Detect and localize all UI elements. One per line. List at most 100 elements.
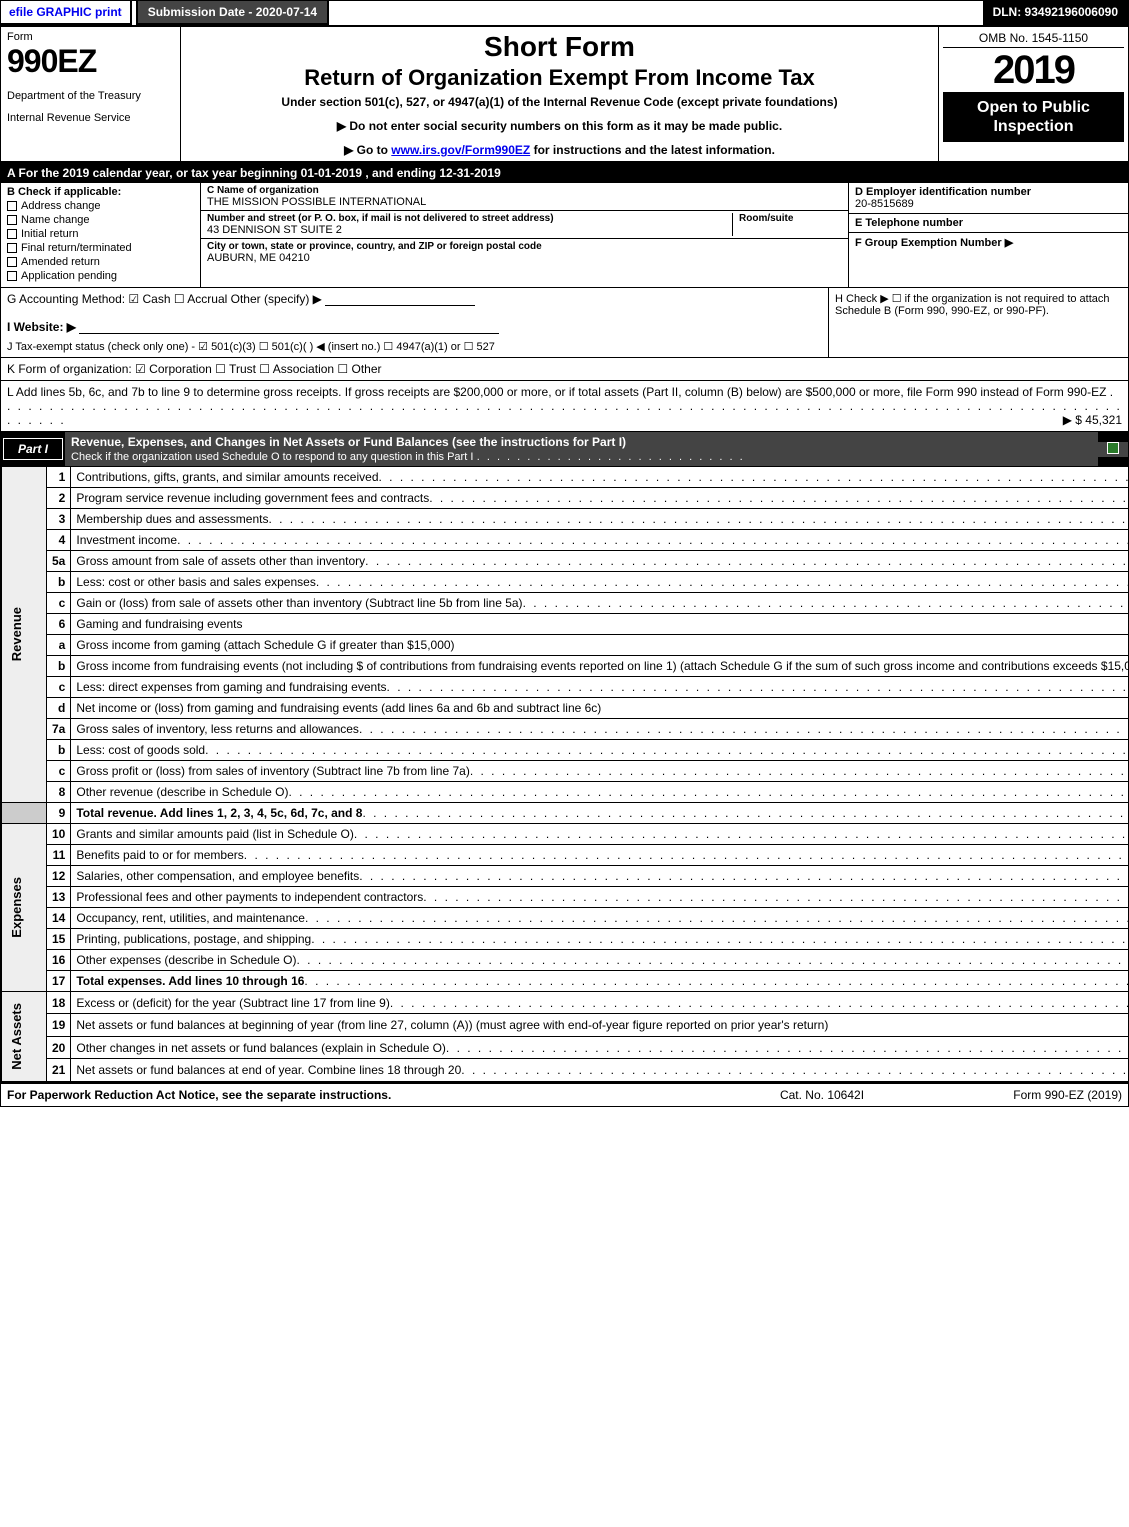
desc-4: Investment income	[76, 533, 177, 547]
chk-address-change[interactable]: Address change	[7, 200, 194, 212]
ln-5a: 5a	[47, 551, 71, 572]
part-1-title: Revenue, Expenses, and Changes in Net As…	[65, 432, 1098, 466]
ln-14: 14	[47, 908, 71, 929]
form-title: Return of Organization Exempt From Incom…	[187, 65, 932, 91]
short-form-title: Short Form	[187, 31, 932, 63]
dept-irs: Internal Revenue Service	[7, 112, 174, 124]
street-address: 43 DENNISON ST SUITE 2	[207, 224, 732, 236]
ln-6c: c	[47, 677, 71, 698]
city-label: City or town, state or province, country…	[207, 241, 842, 252]
ln-8: 8	[47, 782, 71, 803]
chk-initial-return[interactable]: Initial return	[7, 228, 194, 240]
desc-15: Printing, publications, postage, and shi…	[76, 932, 311, 946]
desc-6d: Net income or (loss) from gaming and fun…	[76, 701, 601, 715]
line-l-gross-receipts: L Add lines 5b, 6c, and 7b to line 9 to …	[1, 381, 1128, 432]
entity-block: B Check if applicable: Address change Na…	[1, 183, 1128, 288]
ln-5b: b	[47, 572, 71, 593]
under-section: Under section 501(c), 527, or 4947(a)(1)…	[187, 95, 932, 109]
ln-3: 3	[47, 509, 71, 530]
ln-9: 9	[47, 803, 71, 824]
goto-post: for instructions and the latest informat…	[530, 143, 775, 157]
desc-13: Professional fees and other payments to …	[76, 890, 423, 904]
desc-6c: Less: direct expenses from gaming and fu…	[76, 680, 386, 694]
page-footer: For Paperwork Reduction Act Notice, see …	[1, 1082, 1128, 1106]
ln-19: 19	[47, 1014, 71, 1036]
desc-17: Total expenses. Add lines 10 through 16	[76, 974, 304, 988]
org-name: THE MISSION POSSIBLE INTERNATIONAL	[207, 196, 842, 208]
header-center: Short Form Return of Organization Exempt…	[181, 27, 938, 161]
part-1-check[interactable]	[1098, 442, 1128, 457]
desc-6a: Gross income from gaming (attach Schedul…	[76, 638, 454, 652]
ln-20: 20	[47, 1036, 71, 1058]
ln-2: 2	[47, 488, 71, 509]
goto-pre: ▶ Go to	[344, 143, 391, 157]
desc-10: Grants and similar amounts paid (list in…	[76, 827, 353, 841]
f-group-label: F Group Exemption Number ▶	[855, 236, 1122, 249]
lines-table: Revenue 1 Contributions, gifts, grants, …	[1, 466, 1129, 1082]
ln-5c: c	[47, 593, 71, 614]
ln-10: 10	[47, 824, 71, 845]
chk-application-pending[interactable]: Application pending	[7, 270, 194, 282]
ln-15: 15	[47, 929, 71, 950]
line-g-accounting: G Accounting Method: ☑ Cash ☐ Accrual Ot…	[1, 288, 828, 357]
line-k-form-org: K Form of organization: ☑ Corporation ☐ …	[1, 358, 1128, 381]
irs-link[interactable]: www.irs.gov/Form990EZ	[391, 143, 530, 157]
ln-6a: a	[47, 635, 71, 656]
ln-1: 1	[47, 467, 71, 488]
ln-18: 18	[47, 992, 71, 1014]
header-left: Form 990EZ Department of the Treasury In…	[1, 27, 181, 161]
section-c-name-address: C Name of organization THE MISSION POSSI…	[201, 183, 848, 287]
line-l-text: L Add lines 5b, 6c, and 7b to line 9 to …	[7, 385, 1106, 399]
chk-final-return[interactable]: Final return/terminated	[7, 242, 194, 254]
desc-8: Other revenue (describe in Schedule O)	[76, 785, 288, 799]
desc-16: Other expenses (describe in Schedule O)	[76, 953, 296, 967]
ln-13: 13	[47, 887, 71, 908]
part-1-tag: Part I	[3, 438, 63, 460]
c-name-label: C Name of organization	[207, 185, 842, 196]
tax-year: 2019	[943, 48, 1124, 92]
desc-6b: Gross income from fundraising events (no…	[71, 656, 1129, 677]
ln-7c: c	[47, 761, 71, 782]
vtab-net-assets: Net Assets	[2, 992, 47, 1082]
ln-6b: b	[47, 656, 71, 677]
ln-6: 6	[47, 614, 71, 635]
dln-label: DLN: 93492196006090	[983, 1, 1128, 25]
vtab-expenses: Expenses	[2, 824, 47, 992]
part-1-header: Part I Revenue, Expenses, and Changes in…	[1, 432, 1128, 466]
ln-7a: 7a	[47, 719, 71, 740]
ln-4: 4	[47, 530, 71, 551]
header-right: OMB No. 1545-1150 2019 Open to Public In…	[938, 27, 1128, 161]
ln-17: 17	[47, 971, 71, 992]
d-ein-label: D Employer identification number	[855, 186, 1122, 198]
room-label: Room/suite	[739, 213, 842, 224]
ln-21: 21	[47, 1059, 71, 1081]
ssn-note: ▶ Do not enter social security numbers o…	[187, 119, 932, 133]
line-l-amount: ▶ $ 45,321	[1063, 413, 1122, 427]
desc-9: Total revenue. Add lines 1, 2, 3, 4, 5c,…	[76, 806, 362, 820]
efile-print-link[interactable]: efile GRAPHIC print	[1, 1, 132, 25]
b-header: B Check if applicable:	[7, 186, 194, 198]
goto-note: ▶ Go to www.irs.gov/Form990EZ for instru…	[187, 143, 932, 157]
desc-6: Gaming and fundraising events	[71, 614, 1129, 635]
line-j-tax-exempt: J Tax-exempt status (check only one) - ☑…	[7, 340, 822, 353]
row-g-h: G Accounting Method: ☑ Cash ☐ Accrual Ot…	[1, 288, 1128, 358]
addr-label: Number and street (or P. O. box, if mail…	[207, 213, 732, 224]
cat-no: Cat. No. 10642I	[722, 1088, 922, 1102]
form-label: Form	[7, 31, 174, 43]
section-def: D Employer identification number 20-8515…	[848, 183, 1128, 287]
top-bar: efile GRAPHIC print Submission Date - 20…	[1, 1, 1128, 27]
vtab-revenue: Revenue	[2, 467, 47, 803]
chk-amended-return[interactable]: Amended return	[7, 256, 194, 268]
vtab-rev-end	[2, 803, 47, 824]
ein-value: 20-8515689	[855, 198, 1122, 210]
ln-12: 12	[47, 866, 71, 887]
desc-5a: Gross amount from sale of assets other t…	[76, 554, 365, 568]
desc-11: Benefits paid to or for members	[76, 848, 243, 862]
part-1-subtitle: Check if the organization used Schedule …	[71, 451, 473, 463]
chk-name-change[interactable]: Name change	[7, 214, 194, 226]
submission-date: Submission Date - 2020-07-14	[136, 1, 329, 25]
desc-5b: Less: cost or other basis and sales expe…	[76, 575, 315, 589]
line-i-website: I Website: ▶	[7, 320, 76, 334]
dept-treasury: Department of the Treasury	[7, 90, 174, 102]
form-header: Form 990EZ Department of the Treasury In…	[1, 27, 1128, 163]
